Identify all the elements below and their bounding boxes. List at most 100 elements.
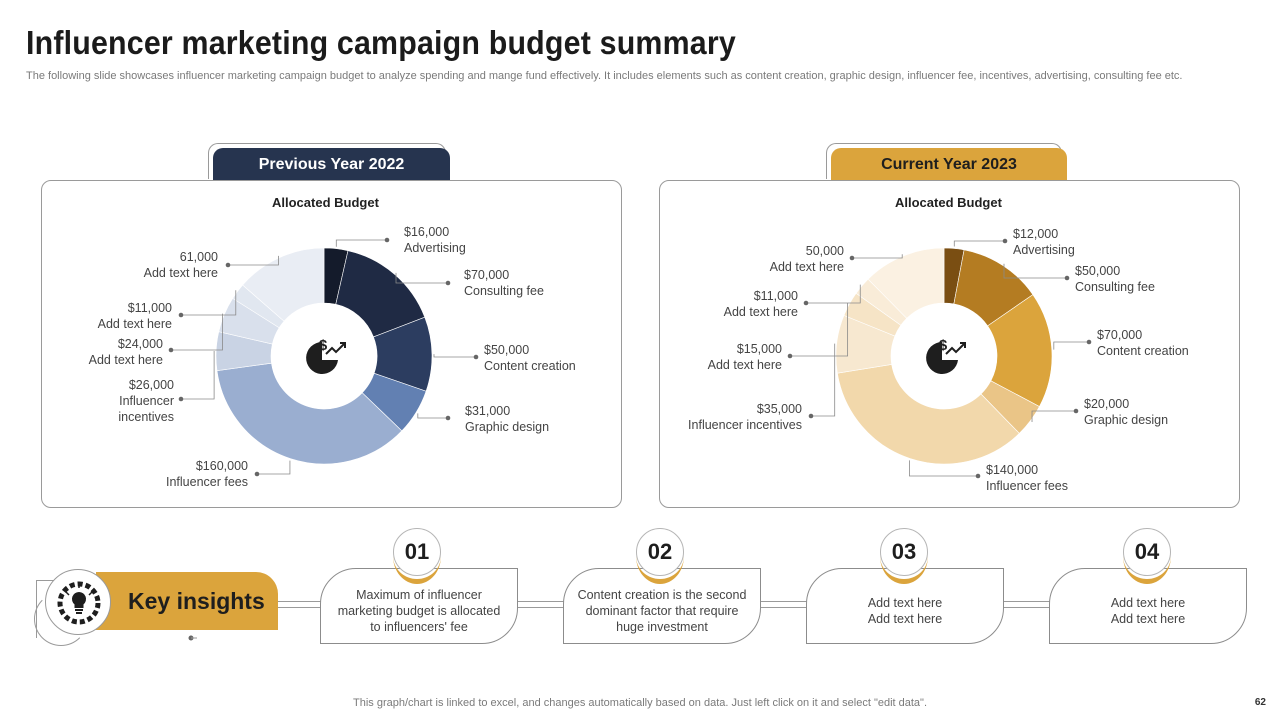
slice-value-label: $11,000	[128, 301, 172, 315]
leader-line	[181, 290, 237, 316]
leader-line	[806, 284, 861, 304]
leader-line	[335, 239, 387, 247]
slice-name-label: Advertising	[1013, 243, 1075, 257]
leader-dot	[168, 347, 174, 353]
leader-line	[433, 354, 476, 358]
key-insights-title: Key insights	[128, 588, 265, 614]
leader-line	[257, 460, 291, 475]
donut-slice	[216, 362, 403, 465]
slice-name-label: Influencer fees	[166, 475, 248, 489]
slice-value-label: $16,000	[404, 225, 449, 239]
slice-value-label: $35,000	[757, 402, 802, 416]
leader-dot	[384, 237, 390, 243]
insight-card-3-text: Add text here Add text here	[867, 596, 943, 626]
page-number: 62	[1254, 697, 1266, 708]
leader-dot	[445, 415, 451, 421]
slice-value-label: $50,000	[1075, 264, 1120, 278]
slice-value-label: $26,000	[129, 378, 174, 392]
tab-current-year: Current Year 2023	[831, 148, 1067, 182]
key-insights-ring	[34, 592, 88, 646]
leader-dot	[1086, 339, 1092, 345]
slice-name-label: Content creation	[1097, 344, 1189, 358]
donut-center	[891, 303, 997, 409]
leader-line	[790, 302, 849, 357]
leader-dot	[1002, 238, 1008, 244]
slice-value-label: $160,000	[196, 459, 248, 473]
slice-value-label: 50,000	[806, 244, 844, 258]
leader-line	[811, 343, 836, 417]
leader-dot	[225, 262, 231, 268]
number-arc	[880, 528, 928, 584]
leader-line	[953, 240, 1005, 247]
leader-dot	[254, 471, 260, 477]
leader-line	[417, 413, 448, 419]
leader-line	[181, 350, 215, 400]
slice-name-label: Advertising	[404, 241, 466, 255]
leader-line	[1053, 341, 1089, 350]
money-chart-icon: $	[306, 337, 346, 374]
number-arc	[393, 528, 441, 584]
lightbulb-gear-icon	[45, 569, 111, 635]
number-arc	[636, 528, 684, 584]
leader-line	[852, 254, 903, 259]
slice-value-label: $70,000	[464, 268, 509, 282]
leader-line	[171, 313, 223, 351]
leader-dot	[808, 413, 814, 419]
slice-name-label: Add text here	[724, 305, 798, 319]
chart-title-previous: Allocated Budget	[272, 195, 379, 210]
page-subtitle: The following slide showcases influencer…	[26, 70, 1183, 82]
key-insights-connector-dot	[188, 635, 197, 641]
slice-name-label: Content creation	[484, 359, 576, 373]
money-chart-icon: $	[926, 337, 966, 374]
insight-number-2: 02	[636, 528, 684, 576]
slice-name-label: Add text here	[144, 266, 218, 280]
slice-name-label: Influencer incentives	[688, 418, 802, 432]
footer-note: This graph/chart is linked to excel, and…	[352, 697, 928, 709]
connector	[759, 601, 809, 608]
insight-number-1: 01	[393, 528, 441, 576]
slice-value-label: $50,000	[484, 343, 529, 357]
page-title: Influencer marketing campaign budget sum…	[26, 24, 736, 61]
slice-value-label: $11,000	[754, 289, 798, 303]
connector	[278, 601, 322, 608]
leader-line	[228, 255, 279, 266]
slice-value-label: $24,000	[118, 337, 163, 351]
leader-dot	[1073, 408, 1079, 414]
slice-value-label: $20,000	[1084, 397, 1129, 411]
leader-dot	[849, 255, 855, 261]
svg-text:$: $	[939, 337, 948, 354]
leader-dot	[178, 396, 184, 402]
slice-name-label: Add text here	[708, 358, 782, 372]
leader-dot	[787, 353, 793, 359]
slice-name-label: incentives	[118, 410, 174, 424]
insight-number-4: 04	[1123, 528, 1171, 576]
slice-name-label: Graphic design	[1084, 413, 1168, 427]
leader-dot	[803, 300, 809, 306]
leader-dot	[1064, 275, 1070, 281]
key-insights-badge	[96, 572, 278, 630]
slice-name-label: Add text here	[98, 317, 172, 331]
slice-value-label: $70,000	[1097, 328, 1142, 342]
slice-name-label: Consulting fee	[1075, 280, 1155, 294]
slice-value-label: $140,000	[986, 463, 1038, 477]
leader-dot	[975, 473, 981, 479]
leader-line	[395, 272, 448, 284]
insight-number-3: 03	[880, 528, 928, 576]
leader-line	[1031, 410, 1076, 422]
slice-name-label: Add text here	[770, 260, 844, 274]
svg-text:$: $	[319, 337, 328, 354]
leader-dot	[473, 354, 479, 360]
insight-card-4-text: Add text here Add text here	[1110, 596, 1186, 626]
slice-name-label: Influencer	[119, 394, 174, 408]
leader-dot	[178, 312, 184, 318]
slice-value-label: $15,000	[737, 342, 782, 356]
slice-name-label: Graphic design	[465, 420, 549, 434]
number-arc	[1123, 528, 1171, 584]
slice-name-label: Influencer fees	[986, 479, 1068, 493]
slice-value-label: $12,000	[1013, 227, 1058, 241]
slice-name-label: Consulting fee	[464, 284, 544, 298]
slice-name-label: Add text here	[89, 353, 163, 367]
tab-previous-year: Previous Year 2022	[213, 148, 450, 182]
connector	[516, 601, 566, 608]
